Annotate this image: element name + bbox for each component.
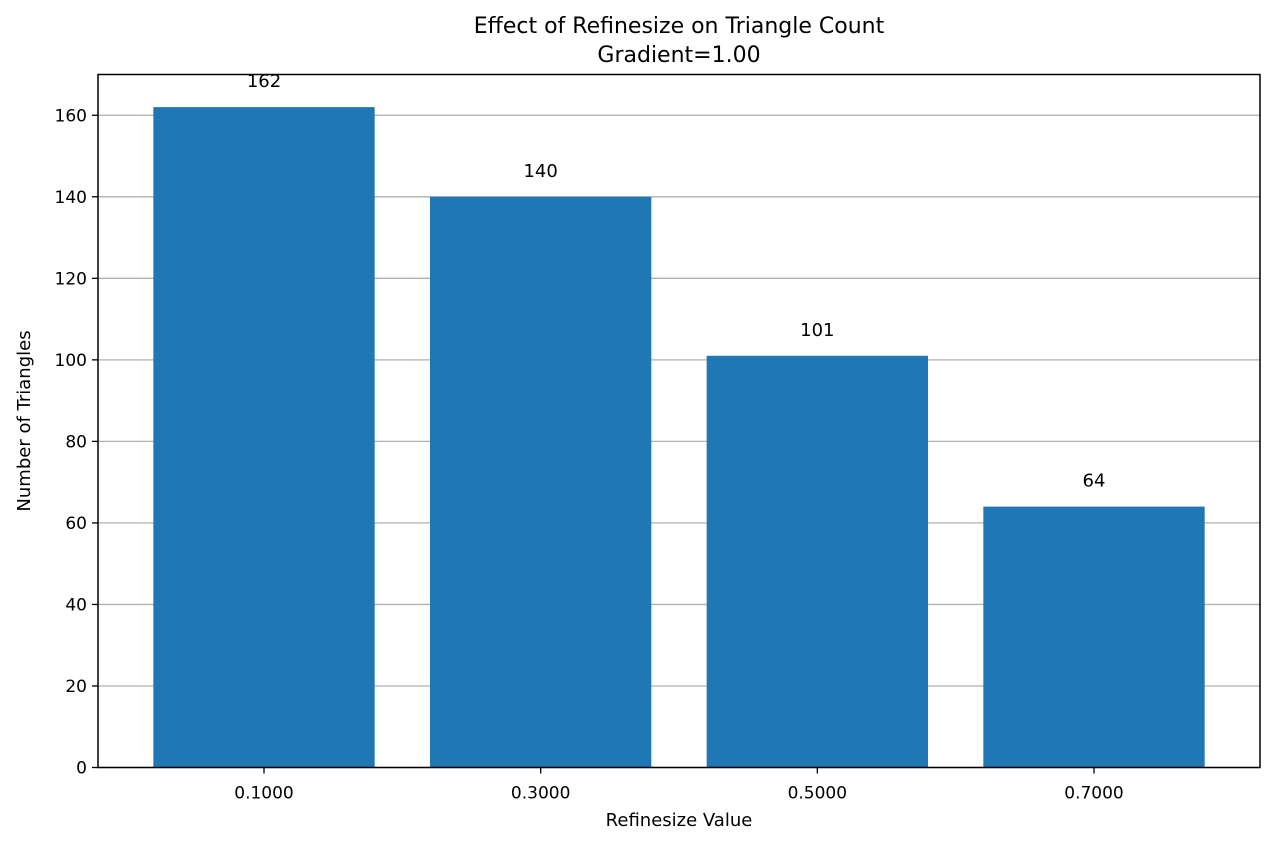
bars (153, 107, 1205, 768)
data-labels: 162 140 101 64 (247, 71, 1106, 491)
bar-value-label: 162 (247, 71, 281, 92)
y-tick-label: 160 (55, 106, 87, 126)
bar (706, 355, 928, 768)
y-tick-label: 20 (65, 677, 87, 697)
y-tick-label: 80 (65, 432, 87, 452)
y-axis-ticks: 0 20 40 60 80 100 120 140 160 (55, 106, 98, 779)
x-tick-label: 0.3000 (511, 784, 570, 804)
y-tick-label: 140 (55, 188, 87, 208)
chart-subtitle: Gradient=1.00 (597, 43, 760, 68)
bar-value-label: 140 (523, 161, 557, 182)
bar (153, 107, 375, 768)
bar-value-label: 101 (800, 320, 834, 341)
x-tick-label: 0.7000 (1064, 784, 1123, 804)
x-tick-label: 0.5000 (788, 784, 847, 804)
bar (430, 196, 652, 768)
y-tick-label: 100 (55, 351, 87, 371)
y-axis-label: Number of Triangles (14, 330, 35, 511)
bar-value-label: 64 (1083, 471, 1106, 492)
y-tick-label: 120 (55, 269, 87, 289)
chart-title: Effect of Refinesize on Triangle Count (474, 14, 885, 39)
y-tick-label: 0 (76, 759, 87, 779)
x-tick-label: 0.1000 (234, 784, 293, 804)
y-tick-label: 60 (65, 514, 87, 534)
x-axis-label: Refinesize Value (606, 810, 753, 831)
y-tick-label: 40 (65, 595, 87, 615)
plot-frame (97, 73, 1261, 769)
x-axis-ticks: 0.1000 0.3000 0.5000 0.7000 (234, 767, 1124, 804)
bar (983, 506, 1205, 768)
